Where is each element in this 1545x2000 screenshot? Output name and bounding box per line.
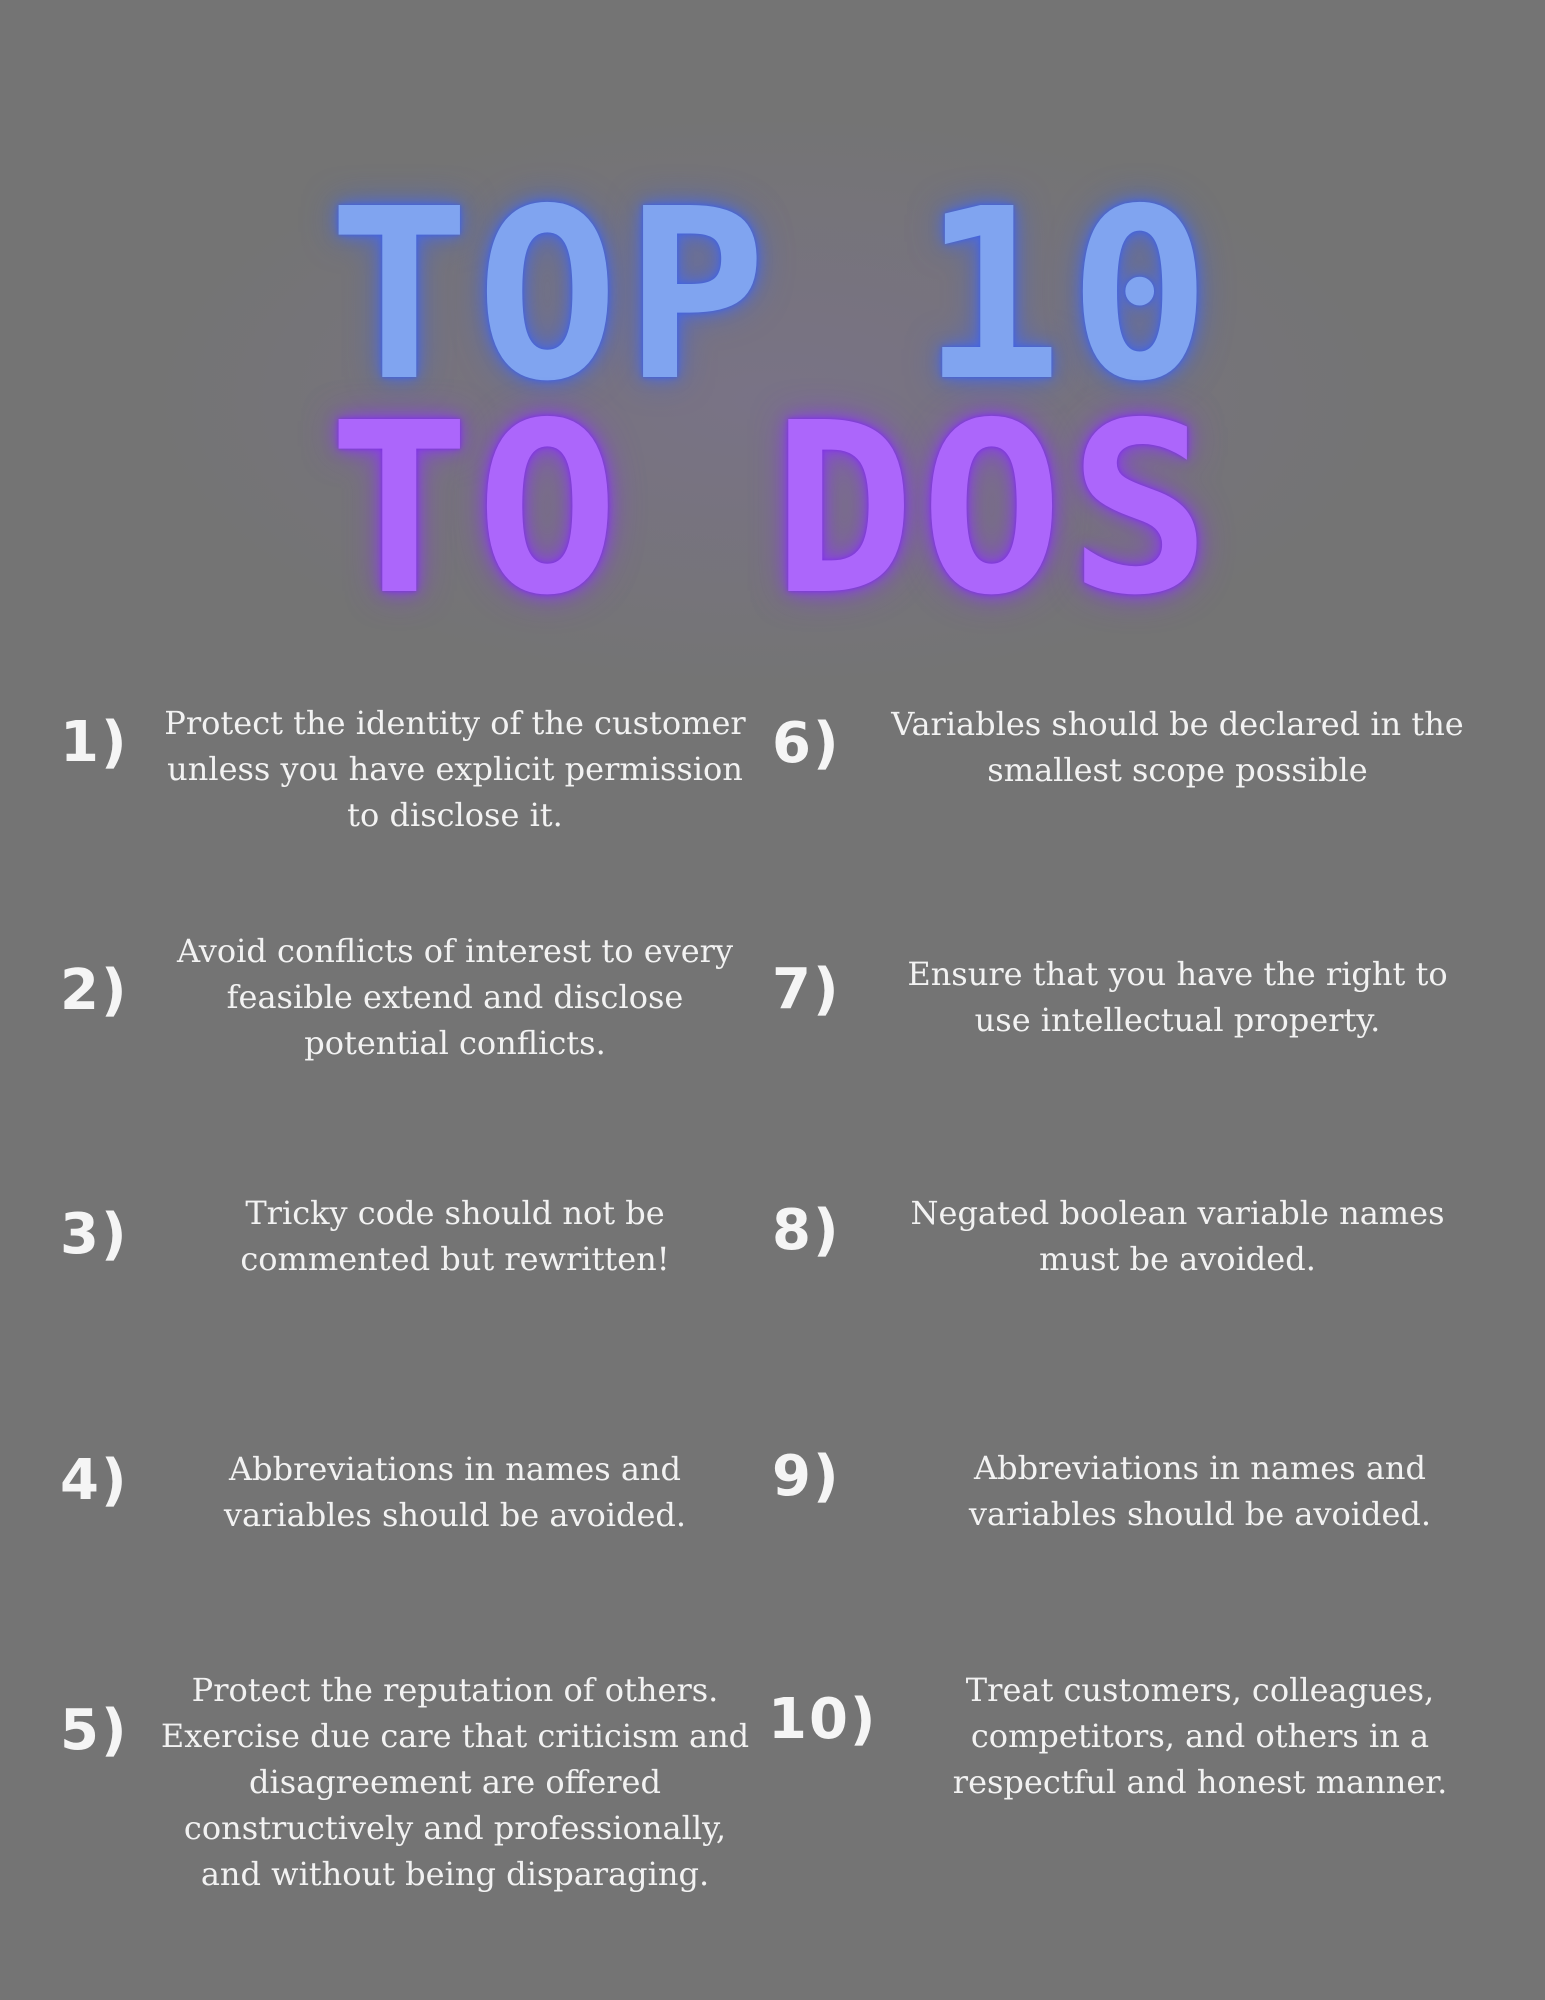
item-text-4: Abbreviations in names and variables sho…: [223, 1450, 687, 1534]
title-glow: [140, 110, 1400, 690]
item-text-5: Protect the reputation of others. Exerci…: [160, 1671, 750, 1893]
item-number-3: 3): [60, 1202, 129, 1267]
item-text-7: Ensure that you have the right to use in…: [907, 955, 1448, 1039]
title-line-2: TO DOS: [328, 372, 1217, 647]
item-text-9: Abbreviations in names and variables sho…: [968, 1449, 1432, 1533]
item-number-9: 9): [772, 1444, 841, 1509]
item-text-8: Negated boolean variable names must be a…: [910, 1194, 1445, 1278]
item-number-5: 5): [60, 1698, 129, 1763]
item-number-1: 1): [60, 710, 129, 775]
item-number-6: 6): [772, 711, 841, 776]
item-number-8: 8): [772, 1198, 841, 1263]
item-text-6: Variables should be declared in the smal…: [891, 705, 1464, 789]
item-text-1: Protect the identity of the customer unl…: [164, 704, 746, 834]
item-number-4: 4): [60, 1448, 129, 1513]
title-line-1: TOP 10: [328, 158, 1217, 433]
item-number-2: 2): [60, 958, 129, 1023]
item-text-10: Treat customers, colleagues, competitors…: [952, 1671, 1448, 1801]
item-number-10: 10): [768, 1687, 878, 1752]
item-text-2: Avoid conflicts of interest to every fea…: [176, 932, 734, 1062]
item-number-7: 7): [772, 957, 841, 1022]
item-text-3: Tricky code should not be commented but …: [240, 1194, 670, 1278]
